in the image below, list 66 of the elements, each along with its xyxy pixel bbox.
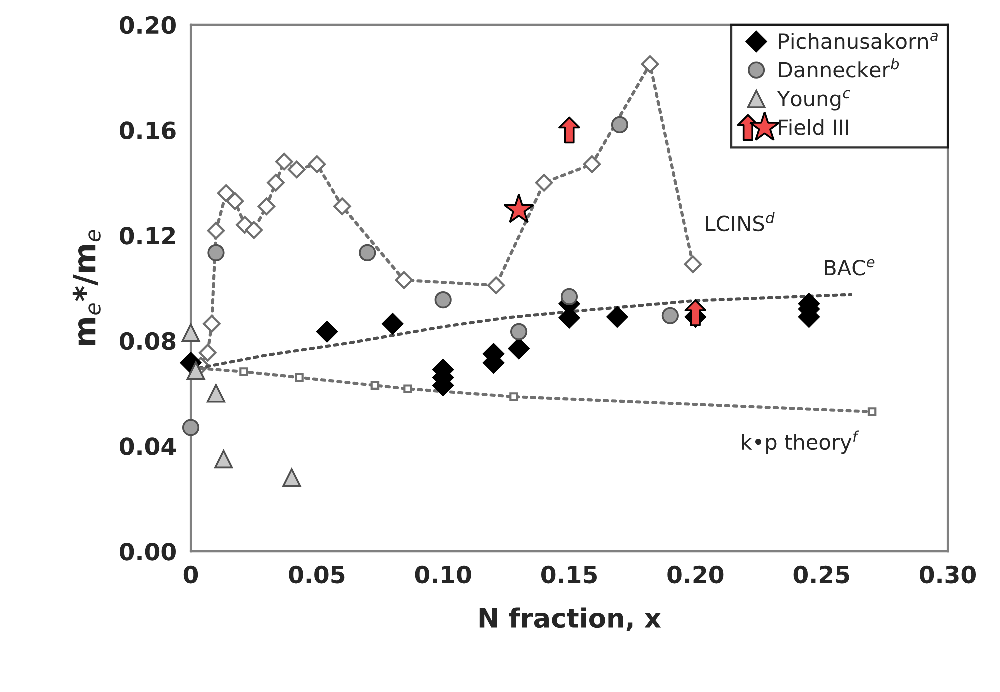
x-tick-label: 0.30 bbox=[920, 566, 976, 584]
y-tick-label: 0.16 bbox=[120, 122, 176, 140]
point bbox=[182, 324, 200, 342]
point bbox=[611, 116, 629, 134]
point bbox=[684, 300, 707, 326]
point bbox=[504, 194, 534, 224]
point bbox=[641, 56, 660, 74]
point bbox=[434, 292, 452, 309]
point bbox=[558, 116, 580, 144]
y-tick-label: 0.20 bbox=[120, 16, 176, 34]
point bbox=[510, 323, 528, 340]
point bbox=[370, 381, 380, 390]
point bbox=[295, 373, 304, 382]
point bbox=[395, 271, 414, 290]
y-tick-label: 0.04 bbox=[120, 438, 176, 456]
annotation: k•p theory$^{f}$ bbox=[742, 430, 860, 454]
x-tick-label: 0.15 bbox=[542, 566, 597, 584]
point bbox=[560, 288, 578, 306]
y-tick-label: 0.12 bbox=[120, 227, 176, 245]
point bbox=[240, 368, 248, 376]
x-axis-title: N fraction, x bbox=[480, 608, 662, 632]
point bbox=[282, 468, 302, 488]
point bbox=[245, 221, 263, 240]
point bbox=[535, 174, 554, 192]
x-tick-label: 0.25 bbox=[794, 566, 850, 584]
point bbox=[404, 384, 412, 394]
annotation: LCINS$^{d}$ bbox=[706, 212, 775, 232]
point bbox=[288, 160, 306, 179]
x-tick-label: 0.20 bbox=[668, 566, 724, 584]
x-tick-label: 0.05 bbox=[289, 566, 345, 584]
point bbox=[334, 198, 352, 216]
point bbox=[868, 408, 877, 416]
y-tick-label: 0.08 bbox=[120, 332, 176, 350]
point bbox=[684, 256, 702, 274]
legend-label: Dannecker$^{b}$ bbox=[779, 58, 900, 78]
point bbox=[508, 338, 530, 360]
y-tick-label: 0.00 bbox=[120, 542, 176, 561]
x-tick-label: 0.10 bbox=[415, 566, 472, 584]
point bbox=[583, 156, 602, 174]
point bbox=[359, 244, 376, 262]
point bbox=[226, 192, 244, 210]
point bbox=[510, 392, 518, 402]
point bbox=[275, 152, 294, 171]
point bbox=[662, 307, 679, 324]
legend-label: Young$^{c}$ bbox=[777, 90, 850, 111]
x-tick-label: 0 bbox=[184, 566, 198, 584]
y-axis-title: m$_{e}$*/m$_{e}$ bbox=[72, 230, 101, 346]
legend-label: Field III bbox=[779, 119, 848, 136]
point bbox=[207, 222, 226, 240]
annotation: BAC$^{e}$ bbox=[825, 259, 875, 276]
point bbox=[186, 362, 206, 380]
point bbox=[214, 450, 234, 469]
point bbox=[267, 174, 285, 192]
point bbox=[487, 276, 506, 294]
point bbox=[182, 419, 200, 436]
point bbox=[606, 306, 628, 328]
point bbox=[199, 344, 217, 362]
point bbox=[217, 184, 236, 202]
point bbox=[206, 384, 226, 403]
legend-label: Pichanusakorn$^{a}$ bbox=[779, 32, 938, 50]
point bbox=[316, 321, 338, 343]
point bbox=[203, 315, 221, 333]
point bbox=[208, 244, 225, 262]
point bbox=[382, 313, 404, 335]
point bbox=[258, 198, 276, 216]
point bbox=[308, 156, 326, 174]
